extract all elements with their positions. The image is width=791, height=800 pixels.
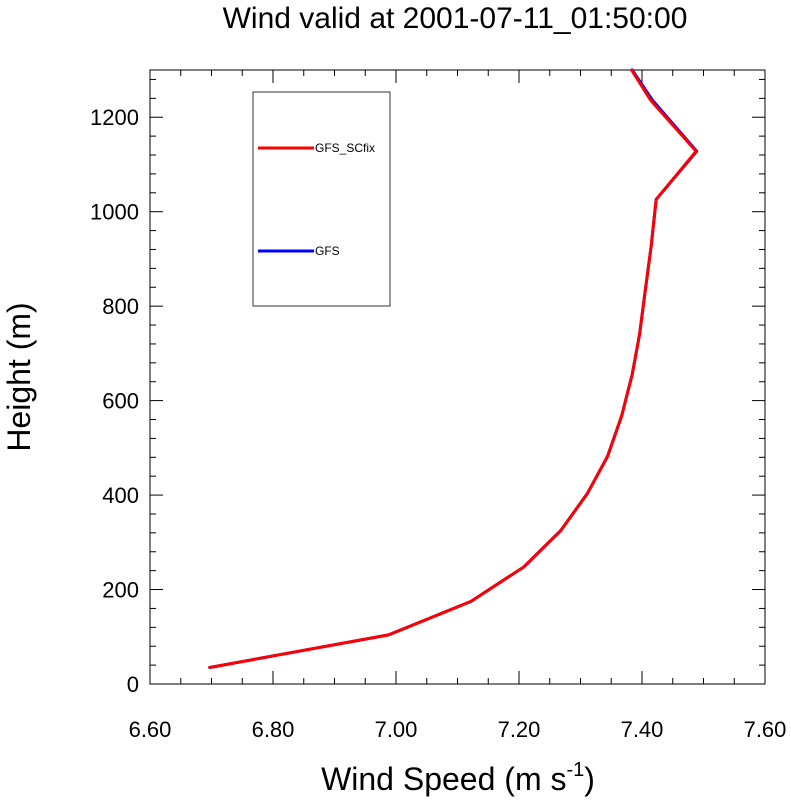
series-line-gfs-scfix [208,68,698,669]
y-tick-label: 800 [102,294,139,319]
minor-tick-marks [150,70,765,684]
x-tick-label: 7.00 [375,717,418,742]
data-series [208,68,699,669]
y-axis-tick-labels: 0 200 400 600 800 1000 1200 [90,105,139,697]
y-tick-label: 400 [102,483,139,508]
y-tick-label: 1000 [90,200,139,225]
chart-title: Wind valid at 2001-07-11_01:50:00 [223,2,688,35]
legend-label-gfs-scfix: GFS_SCfix [315,141,375,155]
x-tick-label: 7.60 [744,717,787,742]
x-tick-label: 6.60 [129,717,172,742]
y-tick-label: 600 [102,389,139,414]
major-tick-marks [149,70,766,685]
y-tick-label: 1200 [90,105,139,130]
x-axis-tick-labels: 6.60 6.80 7.00 7.20 7.40 7.60 [129,717,787,742]
legend: GFS_SCfix GFS [252,91,391,307]
legend-box [252,91,391,307]
legend-label-gfs: GFS [315,244,340,258]
y-axis-label: Height (m) [1,302,37,451]
y-tick-label: 0 [127,672,139,697]
plot-area [149,69,766,685]
x-tick-label: 7.40 [621,717,664,742]
x-tick-label: 6.80 [252,717,295,742]
x-tick-label: 7.20 [498,717,541,742]
x-axis-label: Wind Speed (m s-1) [321,759,595,797]
y-tick-label: 200 [102,578,139,603]
